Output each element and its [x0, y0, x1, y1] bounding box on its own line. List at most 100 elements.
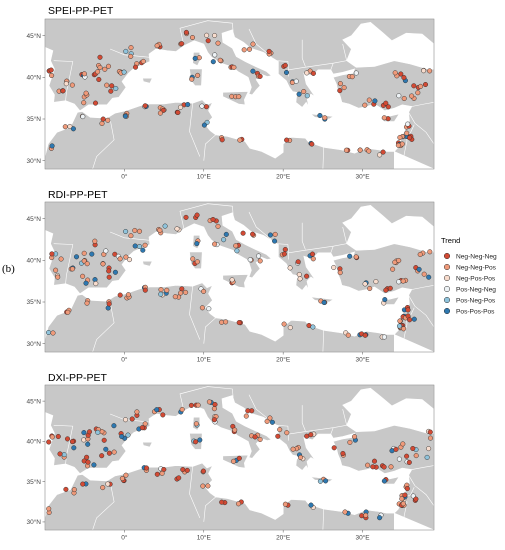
station-point [340, 450, 346, 457]
station-point [388, 464, 394, 470]
station-point [223, 231, 229, 237]
station-point [233, 243, 239, 249]
station-point [323, 478, 329, 484]
station-point [413, 453, 419, 459]
station-point [89, 251, 95, 257]
country-border [301, 39, 306, 67]
station-point [176, 475, 182, 481]
station-point [97, 64, 103, 71]
station-point [264, 418, 270, 424]
land [142, 441, 153, 448]
station-point [287, 265, 293, 271]
panel-frame [44, 18, 435, 170]
station-point [232, 427, 238, 433]
station-point [337, 81, 343, 87]
station-point [416, 266, 422, 272]
station-point [400, 501, 406, 507]
station-point [304, 93, 310, 99]
legend-label: Neg-Pos-Pos [456, 275, 496, 282]
station-point [266, 48, 272, 54]
station-point [103, 248, 109, 254]
station-point [57, 451, 63, 457]
country-border [189, 466, 201, 519]
station-point [310, 256, 316, 262]
station-point [91, 462, 97, 468]
station-point [189, 76, 195, 82]
station-point [392, 70, 398, 76]
station-point [377, 152, 383, 158]
station-point [194, 259, 200, 265]
legend-item: Pos-Neg-Pos [443, 296, 496, 304]
country-border [92, 301, 115, 352]
station-point [219, 499, 225, 505]
station-point [119, 475, 125, 482]
station-point [112, 269, 118, 275]
station-point [196, 55, 202, 61]
legend-label: Pos-Pos-Pos [456, 308, 495, 315]
station-point [400, 278, 406, 284]
station-point [55, 433, 61, 440]
station-point [154, 407, 160, 413]
station-point [204, 32, 210, 38]
country-border [203, 496, 216, 522]
station-point [67, 123, 73, 130]
station-point [267, 232, 273, 238]
station-point [282, 62, 288, 68]
station-point [199, 103, 205, 109]
station-point [95, 429, 101, 435]
station-point [83, 90, 89, 96]
station-point [113, 85, 119, 92]
station-point [117, 256, 123, 262]
station-point [310, 70, 316, 76]
lon-tick-label: 30°E [355, 534, 370, 542]
station-point [366, 148, 372, 154]
lat-tick-label: 40°N [26, 438, 41, 446]
country-border [276, 243, 289, 260]
station-point [158, 287, 164, 293]
station-point [122, 113, 128, 119]
country-border [179, 386, 234, 411]
station-point [143, 465, 150, 471]
station-point [377, 515, 383, 521]
station-point [393, 446, 399, 452]
station-point [185, 101, 191, 108]
station-point [197, 437, 203, 443]
inland-sea [342, 21, 434, 71]
station-point [93, 281, 99, 287]
station-point [362, 281, 368, 287]
country-border [401, 318, 408, 348]
station-point [257, 258, 263, 264]
station-point [200, 483, 206, 489]
station-point [427, 68, 433, 74]
station-point [310, 324, 316, 330]
station-point [109, 83, 115, 89]
station-point [353, 254, 359, 260]
country-border [248, 394, 272, 422]
station-point [367, 285, 373, 292]
station-point [46, 506, 52, 512]
lat-tick-label: 45°N [26, 32, 41, 40]
station-point [383, 287, 389, 293]
station-point [309, 141, 315, 147]
station-point [411, 316, 417, 322]
station-point [136, 228, 143, 234]
side-label: (b) [2, 263, 15, 275]
station-point [427, 429, 433, 435]
legend-label: Neg-Neg-Pos [456, 264, 497, 271]
station-point [100, 116, 106, 122]
station-point [81, 71, 87, 77]
station-point [421, 271, 427, 277]
station-point [281, 251, 287, 257]
station-point [201, 288, 207, 294]
legend-item: Neg-Pos-Pos [443, 274, 496, 282]
station-point [373, 279, 379, 285]
lon-tick-label: 30°E [355, 356, 370, 364]
station-point [99, 120, 105, 127]
station-point [317, 112, 323, 119]
station-point [247, 257, 253, 263]
station-point [395, 142, 401, 148]
lon-tick-label: 10°E [197, 173, 212, 181]
station-point [427, 249, 433, 255]
station-point [105, 305, 111, 311]
